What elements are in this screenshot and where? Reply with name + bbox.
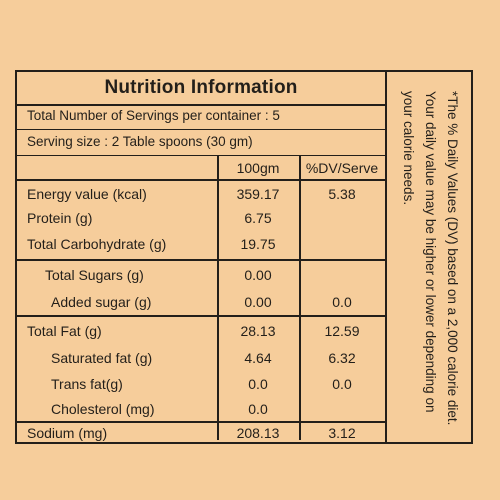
row-label: Trans fat(g)	[51, 376, 123, 392]
divider	[17, 179, 385, 181]
row-label: Protein (g)	[27, 210, 93, 226]
row-value-dv: 0.0	[332, 376, 352, 392]
row-value-dv: 3.12	[328, 424, 356, 441]
divider	[17, 259, 385, 261]
table-row: Protein (g) 6.75	[17, 206, 385, 230]
nutrition-table: Nutrition Information Total Number of Se…	[17, 72, 387, 442]
row-value-100gm: 0.0	[248, 376, 268, 392]
table-row: Total Carbohydrate (g) 19.75	[17, 230, 385, 258]
divider	[17, 315, 385, 317]
row-label: Energy value (kcal)	[27, 186, 147, 202]
row-value-100gm: 208.13	[236, 424, 280, 441]
servings-per-container: Total Number of Servings per container :…	[17, 104, 385, 130]
table-title: Nutrition Information	[17, 72, 385, 106]
footnote-panel: *The % Daily Values (DV) based on a 2,00…	[389, 72, 471, 442]
row-label: Total Carbohydrate (g)	[27, 236, 167, 252]
footnote: *The % Daily Values (DV) based on a 2,00…	[401, 91, 460, 426]
row-label: Added sugar (g)	[51, 294, 152, 310]
row-value-dv	[299, 397, 385, 421]
column-divider	[299, 156, 301, 440]
row-value-100gm: 6.75	[244, 210, 272, 226]
column-divider	[217, 156, 219, 440]
column-header-row: 100gm %DV/Serve	[17, 156, 385, 180]
row-value-100gm: 0.00	[244, 294, 272, 310]
row-label: Total Fat (g)	[27, 323, 102, 339]
row-value-100gm: 4.64	[244, 350, 272, 366]
row-value-100gm: 28.13	[240, 323, 276, 339]
row-value-100gm: 0.0	[248, 401, 268, 417]
row-value-dv: 12.59	[324, 323, 360, 339]
row-value-dv: 0.0	[332, 294, 352, 310]
row-value-100gm: 0.00	[244, 267, 272, 283]
row-label: Saturated fat (g)	[51, 350, 153, 366]
column-header-dv: %DV/Serve	[305, 160, 379, 176]
row-value-100gm: 19.75	[240, 236, 276, 252]
nutrition-panel: Nutrition Information Total Number of Se…	[15, 70, 473, 444]
row-value-dv	[299, 261, 385, 289]
row-value-100gm: 359.17	[236, 186, 280, 202]
table-row: Energy value (kcal) 359.17 5.38	[17, 182, 385, 206]
column-header-100gm: 100gm	[236, 160, 280, 176]
table-row: Trans fat(g) 0.0 0.0	[17, 371, 385, 397]
row-label: Total Sugars (g)	[45, 267, 144, 283]
table-row: Saturated fat (g) 4.64 6.32	[17, 345, 385, 371]
table-row: Added sugar (g) 0.00 0.0	[17, 289, 385, 315]
table-row: Sodium (mg) 208.13 3.12	[17, 423, 385, 442]
table-row: Total Fat (g) 28.13 12.59	[17, 317, 385, 345]
row-label: Sodium (mg)	[27, 424, 108, 441]
row-value-dv	[299, 206, 385, 230]
table-row: Total Sugars (g) 0.00	[17, 261, 385, 289]
row-value-dv: 5.38	[328, 186, 356, 202]
divider	[17, 421, 385, 423]
serving-size: Serving size : 2 Table spoons (30 gm)	[17, 130, 385, 156]
row-value-dv	[299, 230, 385, 258]
table-row: Cholesterol (mg) 0.0	[17, 397, 385, 421]
row-label: Cholesterol (mg)	[51, 401, 155, 417]
row-value-dv: 6.32	[328, 350, 356, 366]
